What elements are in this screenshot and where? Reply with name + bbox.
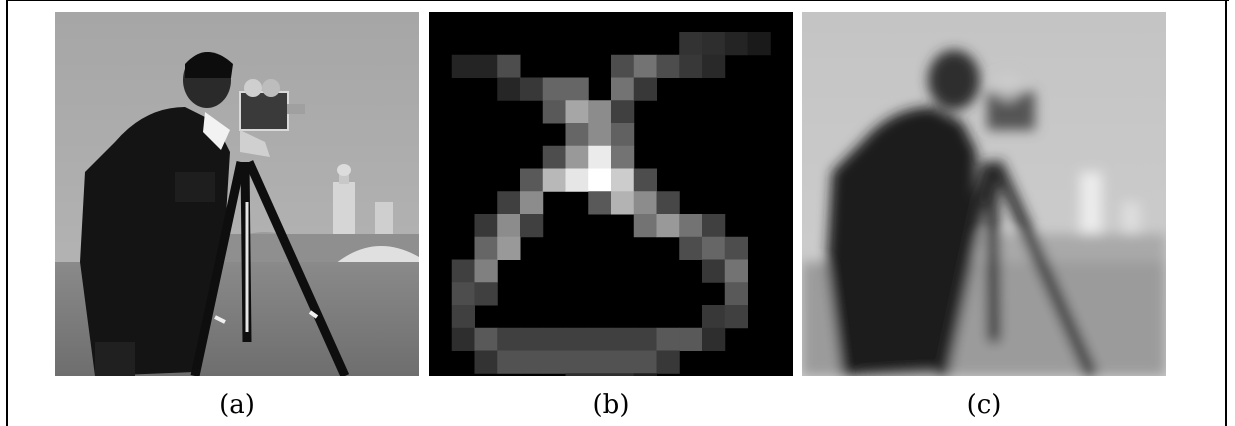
kernel-cell <box>451 327 475 351</box>
kernel-cell <box>474 236 498 260</box>
kernel-cell <box>588 327 612 351</box>
kernel-cell <box>520 327 544 351</box>
kernel-cell <box>451 54 475 78</box>
kernel-cell <box>474 327 498 351</box>
kernel-cell <box>724 282 748 306</box>
kernel-cell <box>656 191 680 215</box>
kernel-cell <box>633 350 657 374</box>
kernel-cell <box>542 100 566 124</box>
caption-b: (b) <box>592 390 630 420</box>
kernel-cell <box>724 305 748 329</box>
kernel-cell <box>747 32 771 56</box>
blur-kernel <box>429 12 793 376</box>
kernel-cell <box>702 32 726 56</box>
kernel-cell <box>565 145 589 169</box>
kernel-cell <box>702 259 726 283</box>
kernel-cell <box>542 77 566 101</box>
kernel-cell <box>588 191 612 215</box>
kernel-cell <box>588 373 612 376</box>
kernel-cell <box>656 214 680 238</box>
kernel-cell <box>520 168 544 192</box>
kernel-cell <box>679 32 703 56</box>
kernel-cell <box>656 54 680 78</box>
original-photo <box>55 12 419 376</box>
kernel-cell <box>520 214 544 238</box>
kernel-cell <box>724 259 748 283</box>
kernel-cell <box>633 327 657 351</box>
kernel-cell <box>565 77 589 101</box>
kernel-cell <box>633 168 657 192</box>
figure-top-border <box>6 0 1229 1</box>
kernel-cell <box>611 100 635 124</box>
kernel-cell <box>611 327 635 351</box>
photo-sharp-svg <box>55 12 419 376</box>
kernel-cell <box>542 327 566 351</box>
kernel-cell <box>588 123 612 147</box>
kernel-cell <box>702 236 726 260</box>
kernel-cell <box>588 168 612 192</box>
kernel-cell <box>474 282 498 306</box>
kernel-cell <box>611 350 635 374</box>
kernel-cell <box>633 214 657 238</box>
kernel-cell <box>520 191 544 215</box>
kernel-cell <box>611 191 635 215</box>
kernel-cell <box>451 259 475 283</box>
kernel-cell <box>679 236 703 260</box>
kernel-cell <box>702 305 726 329</box>
kernel-cell <box>611 373 635 376</box>
kernel-cell <box>565 373 589 376</box>
kernel-cell <box>611 168 635 192</box>
kernel-cell <box>611 145 635 169</box>
caption-c: (c) <box>966 390 1002 420</box>
kernel-cell <box>656 350 680 374</box>
kernel-cell <box>633 77 657 101</box>
kernel-cell <box>542 350 566 374</box>
kernel-cell <box>520 350 544 374</box>
kernel-cell <box>611 123 635 147</box>
kernel-cell <box>724 236 748 260</box>
kernel-cell <box>520 77 544 101</box>
kernel-cell <box>588 350 612 374</box>
kernel-cell <box>702 327 726 351</box>
kernel-cell <box>679 327 703 351</box>
kernel-cell <box>474 259 498 283</box>
kernel-cell <box>588 100 612 124</box>
kernel-cell <box>451 282 475 306</box>
kernel-cell <box>565 100 589 124</box>
kernel-cell <box>565 327 589 351</box>
kernel-cell <box>633 54 657 78</box>
blurred-photo <box>802 12 1166 376</box>
kernel-cell <box>474 54 498 78</box>
photo-blurred-svg <box>802 12 1166 376</box>
kernel-cell <box>497 236 521 260</box>
kernel-cell <box>497 54 521 78</box>
kernel-cell <box>679 214 703 238</box>
kernel-cell <box>565 168 589 192</box>
kernel-cell <box>565 350 589 374</box>
kernel-cell <box>542 168 566 192</box>
kernel-cell <box>656 327 680 351</box>
kernel-cell <box>633 191 657 215</box>
kernel-cell <box>611 77 635 101</box>
kernel-cell <box>542 145 566 169</box>
kernel-cell <box>702 214 726 238</box>
kernel-cell <box>497 77 521 101</box>
kernel-cell <box>588 145 612 169</box>
figure-frame <box>6 0 1227 426</box>
kernel-cell <box>679 54 703 78</box>
kernel-cell <box>633 373 657 376</box>
kernel-cell <box>497 214 521 238</box>
kernel-cell <box>611 54 635 78</box>
kernel-cell <box>474 350 498 374</box>
kernel-cell <box>724 32 748 56</box>
kernel-svg <box>429 12 793 376</box>
kernel-cell <box>474 214 498 238</box>
kernel-cell <box>565 123 589 147</box>
kernel-cell <box>451 305 475 329</box>
kernel-cell <box>497 327 521 351</box>
caption-a: (a) <box>219 390 255 420</box>
kernel-cell <box>702 54 726 78</box>
kernel-cell <box>497 350 521 374</box>
kernel-cell <box>497 191 521 215</box>
